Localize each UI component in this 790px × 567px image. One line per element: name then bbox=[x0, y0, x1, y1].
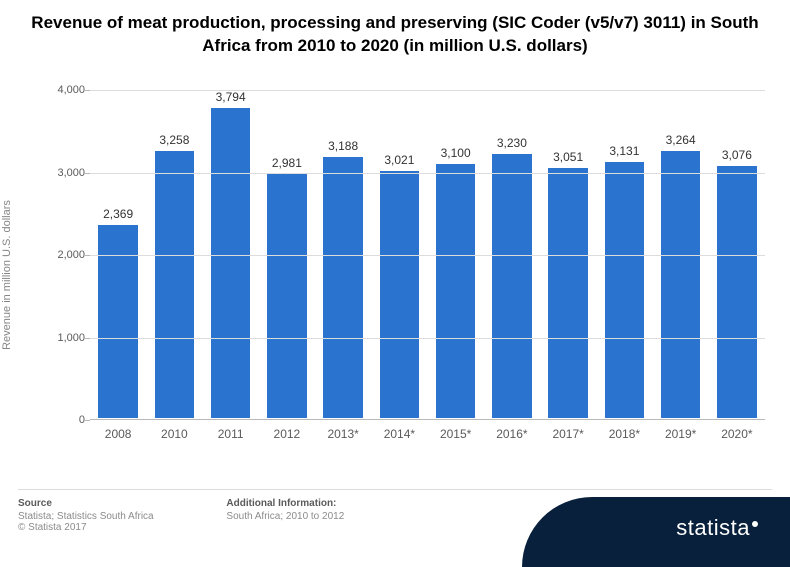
bar bbox=[660, 150, 702, 419]
info-block: Additional Information: South Africa; 20… bbox=[226, 498, 344, 522]
footer: Source Statista; Statistics South Africa… bbox=[18, 489, 772, 547]
bar-value-label: 3,794 bbox=[216, 90, 246, 104]
bar-value-label: 3,188 bbox=[328, 139, 358, 153]
info-heading: Additional Information: bbox=[226, 498, 344, 509]
grid-line bbox=[90, 173, 765, 174]
y-tick-mark bbox=[85, 420, 90, 421]
x-tick-label: 2010 bbox=[161, 427, 188, 441]
y-tick-label: 4,000 bbox=[40, 84, 85, 96]
bar bbox=[97, 224, 139, 419]
bar bbox=[716, 165, 758, 419]
y-tick-label: 1,000 bbox=[40, 332, 85, 344]
logo-dot-icon bbox=[752, 521, 758, 527]
bar bbox=[266, 173, 308, 419]
bar-value-label: 3,230 bbox=[497, 136, 527, 150]
y-tick-mark bbox=[85, 255, 90, 256]
x-tick-label: 2013* bbox=[327, 427, 358, 441]
grid-line bbox=[90, 338, 765, 339]
chart-area: Revenue in million U.S. dollars 2,369200… bbox=[65, 90, 765, 460]
logo-word: statista bbox=[676, 515, 750, 540]
x-tick-label: 2016* bbox=[496, 427, 527, 441]
y-axis-label: Revenue in million U.S. dollars bbox=[1, 200, 13, 350]
bar-value-label: 3,076 bbox=[722, 148, 752, 162]
chart-title: Revenue of meat production, processing a… bbox=[0, 0, 790, 66]
x-tick-label: 2018* bbox=[609, 427, 640, 441]
x-tick-label: 2015* bbox=[440, 427, 471, 441]
bar bbox=[154, 150, 196, 419]
source-text: Statista; Statistics South Africa bbox=[18, 511, 154, 522]
source-heading: Source bbox=[18, 498, 154, 509]
logo: statista bbox=[542, 499, 772, 547]
grid-line bbox=[90, 90, 765, 91]
bar-value-label: 3,264 bbox=[666, 133, 696, 147]
bar-value-label: 3,051 bbox=[553, 150, 583, 164]
bar bbox=[604, 161, 646, 419]
y-tick-label: 3,000 bbox=[40, 167, 85, 179]
grid-line bbox=[90, 255, 765, 256]
x-tick-label: 2012 bbox=[274, 427, 301, 441]
bar-value-label: 3,021 bbox=[384, 153, 414, 167]
x-tick-label: 2014* bbox=[384, 427, 415, 441]
bar bbox=[379, 170, 421, 419]
source-block: Source Statista; Statistics South Africa… bbox=[18, 498, 154, 533]
info-text: South Africa; 2010 to 2012 bbox=[226, 511, 344, 522]
y-tick-label: 2,000 bbox=[40, 249, 85, 261]
bar bbox=[322, 156, 364, 419]
x-tick-label: 2020* bbox=[721, 427, 752, 441]
y-tick-label: 0 bbox=[40, 414, 85, 426]
bar-value-label: 3,131 bbox=[609, 144, 639, 158]
y-tick-mark bbox=[85, 173, 90, 174]
y-tick-mark bbox=[85, 338, 90, 339]
bar-value-label: 3,100 bbox=[441, 146, 471, 160]
logo-text: statista bbox=[676, 515, 758, 541]
bar-value-label: 2,369 bbox=[103, 207, 133, 221]
copyright-text: © Statista 2017 bbox=[18, 522, 154, 533]
x-tick-label: 2011 bbox=[218, 427, 244, 441]
y-tick-mark bbox=[85, 90, 90, 91]
plot-region: 2,36920083,25820103,79420112,98120123,18… bbox=[90, 90, 765, 420]
bar bbox=[435, 163, 477, 419]
bar bbox=[210, 107, 252, 419]
bar bbox=[491, 153, 533, 419]
x-tick-label: 2017* bbox=[552, 427, 583, 441]
bar-value-label: 3,258 bbox=[159, 133, 189, 147]
x-tick-label: 2019* bbox=[665, 427, 696, 441]
bar-value-label: 2,981 bbox=[272, 156, 302, 170]
bar bbox=[547, 167, 589, 419]
x-tick-label: 2008 bbox=[105, 427, 132, 441]
